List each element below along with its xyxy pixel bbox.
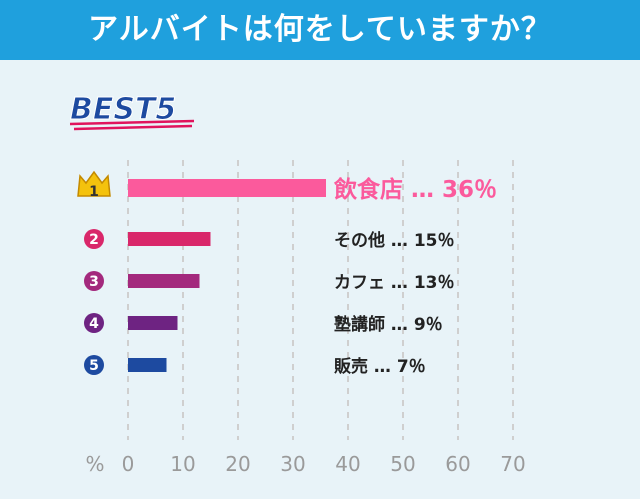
bar-label: その他 … 15％: [334, 230, 455, 251]
title-banner: アルバイトは何をしていますか？: [0, 0, 640, 60]
bar-label: 飲食店 … 36％: [333, 176, 497, 203]
badge-text: BEST5: [70, 92, 176, 127]
rank-number: 1: [89, 184, 99, 200]
chart-title: アルバイトは何をしていますか？: [88, 12, 552, 47]
crown-icon: [77, 170, 111, 197]
rank-number: 4: [89, 316, 99, 332]
bar-value-labels: 飲食店 … 36％ その他 … 15％ カフェ … 13％ 塾講師 … 9％ 販売 … …: [333, 176, 497, 377]
bar-label: 販売 … 7％: [334, 356, 426, 377]
tick-label: 70: [500, 452, 525, 476]
rank-number: 5: [89, 358, 99, 374]
rank-circle: [84, 229, 104, 249]
tick-label: 20: [225, 452, 250, 476]
best5-badge: BEST5: [69, 92, 195, 131]
rank-markers: 1 2 3 4 5: [77, 170, 111, 375]
bar: [128, 179, 326, 197]
bar-label: 塾講師 … 9％: [334, 314, 443, 335]
badge-underline-top: [69, 119, 195, 126]
tick-label: 30: [280, 452, 305, 476]
rank-number: 3: [89, 274, 99, 290]
tick-label: 40: [335, 452, 360, 476]
bar: [128, 232, 211, 246]
tick-label: 0: [122, 452, 135, 476]
bar-label: カフェ … 13％: [334, 273, 455, 293]
rank-circle: [84, 355, 104, 375]
tick-label: 60: [445, 452, 470, 476]
unit-label: %: [85, 452, 104, 476]
rank-number: 2: [89, 232, 99, 248]
tick-label: 10: [170, 452, 195, 476]
x-axis: 0 10 20 30 40 50 60 70%: [85, 452, 525, 476]
tick-label: 50: [390, 452, 415, 476]
bar: [128, 316, 178, 330]
rank-circle: [84, 271, 104, 291]
badge-underline-bottom: [73, 124, 193, 131]
bar: [128, 358, 167, 372]
bars: [128, 179, 326, 372]
grid: [127, 160, 514, 440]
rank-circle: [84, 313, 104, 333]
bar: [128, 274, 200, 288]
